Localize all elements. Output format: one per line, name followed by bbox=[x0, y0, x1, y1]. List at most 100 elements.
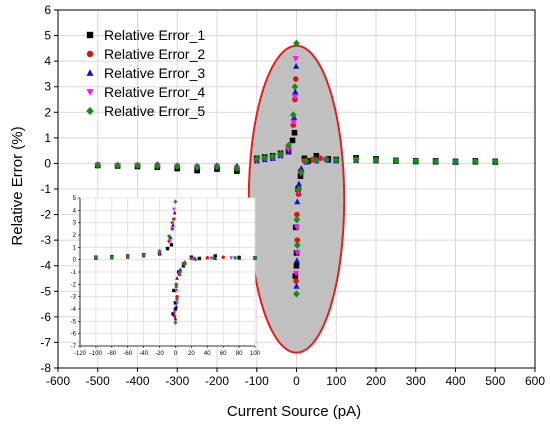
x-tick-label: 600 bbox=[525, 374, 545, 388]
inset-data-point bbox=[252, 255, 258, 261]
data-point bbox=[313, 152, 320, 159]
inset-data-point bbox=[181, 264, 186, 268]
data-point bbox=[432, 157, 439, 166]
inset-data-point bbox=[173, 199, 178, 204]
legend-marker bbox=[86, 31, 94, 39]
x-tick-label: -200 bbox=[205, 374, 229, 388]
inset-data-point bbox=[229, 256, 234, 260]
legend: Relative Error_1 Relative Error_2 Relative… bbox=[86, 27, 205, 119]
data-point bbox=[291, 94, 298, 101]
data-point bbox=[452, 157, 459, 166]
inset-y-tick-label: 4 bbox=[73, 208, 77, 214]
inset-data-point bbox=[173, 320, 178, 325]
inset-data-point bbox=[237, 256, 241, 260]
data-point bbox=[293, 39, 300, 47]
data-point bbox=[114, 162, 121, 170]
y-tick-label: 3 bbox=[44, 80, 51, 94]
legend-marker bbox=[86, 69, 94, 76]
y-tick-label: -7 bbox=[40, 335, 51, 349]
inset-data-point bbox=[192, 256, 197, 261]
inset-y-tick-label: -1 bbox=[71, 270, 77, 276]
inset-y-tick-label: 0 bbox=[73, 258, 77, 264]
inset-data-point bbox=[174, 282, 178, 287]
y-tick-label: 5 bbox=[44, 29, 51, 43]
inset-y-tick-label: -6 bbox=[71, 332, 77, 338]
data-point bbox=[472, 157, 479, 166]
inset-data-point bbox=[171, 312, 175, 316]
data-point bbox=[285, 146, 292, 153]
data-point bbox=[412, 157, 420, 165]
data-point bbox=[285, 141, 292, 150]
inset-y-tick-label: 2 bbox=[73, 233, 77, 239]
inset-chart: -120 -100 -80 -60 -40 -20 0 20 40 60 80 100-7-6-5-4… bbox=[71, 196, 261, 357]
main-axes: -600 -500 -400 -300 -200 -100 0 100 200 300 400 500… bbox=[40, 3, 545, 388]
data-point bbox=[154, 162, 161, 170]
data-point bbox=[297, 168, 305, 177]
inset-data-point bbox=[197, 256, 202, 261]
data-point bbox=[312, 156, 319, 164]
data-point bbox=[269, 152, 277, 160]
inset-data-point bbox=[174, 284, 179, 290]
data-point bbox=[491, 157, 499, 166]
inset-x-tick-label: 60 bbox=[220, 351, 227, 357]
inset-data-point bbox=[178, 267, 183, 272]
data-point bbox=[291, 129, 298, 136]
data-point bbox=[291, 83, 299, 91]
inset-y-tick-label: -3 bbox=[71, 295, 77, 301]
inset-x-tick-label: 40 bbox=[204, 351, 211, 357]
inset-data-point bbox=[173, 316, 178, 321]
inset-x-tick-label: 100 bbox=[250, 351, 261, 357]
legend-label: Relative Error_5 bbox=[104, 103, 205, 119]
inset-data-point bbox=[175, 276, 179, 280]
series-5 bbox=[94, 39, 499, 298]
inset-x-tick-label: -100 bbox=[90, 351, 103, 357]
legend-marker bbox=[86, 50, 94, 58]
x-tick-label: 300 bbox=[406, 374, 426, 388]
inset-data-point bbox=[167, 234, 172, 239]
x-tick-label: -400 bbox=[125, 374, 149, 388]
data-point bbox=[322, 155, 330, 163]
data-point bbox=[294, 250, 301, 257]
x-tick-label: 200 bbox=[366, 374, 386, 388]
inset-data-point bbox=[169, 243, 174, 247]
x-tick-label: 500 bbox=[485, 374, 505, 388]
inset-data-point bbox=[174, 304, 179, 309]
data-point bbox=[213, 163, 221, 171]
y-axis-label: Relative Error (%) bbox=[9, 126, 26, 245]
inset-x-tick-label: -120 bbox=[74, 351, 87, 357]
data-point bbox=[298, 165, 305, 172]
inset-data-point bbox=[172, 210, 177, 215]
inset-y-tick-label: 3 bbox=[73, 221, 77, 227]
inset-y-tick-label: 1 bbox=[73, 245, 77, 251]
data-point bbox=[173, 162, 181, 171]
inset-y-tick-label: -5 bbox=[71, 319, 77, 325]
inset-x-tick-label: 0 bbox=[174, 351, 178, 357]
legend-label: Relative Error_3 bbox=[104, 65, 205, 81]
inset-data-point bbox=[175, 296, 180, 302]
inset-data-point bbox=[125, 254, 130, 259]
x-tick-label: -300 bbox=[165, 374, 189, 388]
data-point bbox=[295, 185, 303, 193]
data-point bbox=[292, 273, 299, 279]
inset-data-point bbox=[172, 217, 176, 221]
y-tick-label: -3 bbox=[40, 233, 51, 247]
legend-label: Relative Error_1 bbox=[104, 27, 205, 43]
x-tick-label: -600 bbox=[46, 374, 70, 388]
data-point bbox=[94, 161, 102, 169]
data-point bbox=[302, 157, 310, 165]
inset-data-point bbox=[178, 269, 183, 275]
x-tick-label: 100 bbox=[326, 374, 346, 388]
inset-data-point bbox=[168, 238, 172, 242]
inset-data-point bbox=[173, 307, 178, 311]
x-tick-label: -100 bbox=[245, 374, 269, 388]
data-point bbox=[293, 262, 300, 269]
data-point bbox=[134, 161, 141, 170]
inset-y-tick-label: -4 bbox=[71, 307, 77, 313]
data-point bbox=[294, 211, 300, 218]
inset-data-point bbox=[172, 288, 176, 293]
data-point bbox=[293, 278, 299, 284]
x-axis-label: Current Source (pA) bbox=[227, 403, 361, 420]
inset-x-tick-label: 80 bbox=[236, 351, 243, 357]
